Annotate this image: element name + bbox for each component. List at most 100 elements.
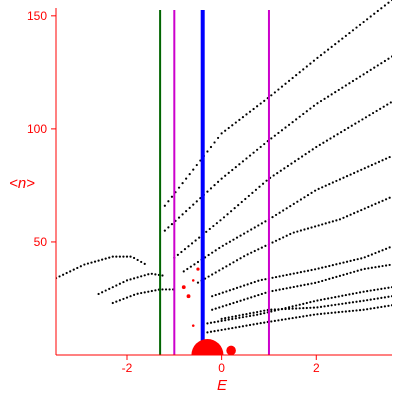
- data-point: [270, 310, 273, 313]
- y-tick-label: 100: [27, 122, 47, 136]
- data-point: [257, 224, 260, 227]
- data-point: [147, 290, 150, 293]
- data-point: [388, 263, 391, 267]
- data-point: [324, 222, 327, 225]
- data-point: [280, 308, 284, 311]
- data-point: [220, 317, 223, 320]
- data-point: [245, 113, 248, 116]
- data-point: [311, 148, 314, 151]
- data-point: [241, 316, 245, 319]
- data-point: [377, 250, 381, 253]
- data-point: [221, 291, 224, 294]
- data-point: [381, 159, 384, 162]
- data-point: [321, 279, 324, 283]
- data-point: [118, 255, 121, 258]
- data-point: [291, 316, 294, 320]
- data-point: [247, 194, 250, 198]
- data-point: [118, 282, 121, 285]
- data-point: [358, 23, 362, 26]
- data-point: [58, 275, 61, 278]
- data-point: [260, 278, 263, 282]
- data-point: [237, 203, 240, 207]
- data-point: [291, 305, 294, 308]
- data-point: [373, 12, 376, 15]
- data-point: [315, 145, 318, 149]
- data-point: [312, 300, 316, 303]
- data-point: [252, 311, 255, 314]
- data-point: [163, 229, 166, 232]
- data-point: [104, 289, 107, 292]
- data-point: [360, 208, 363, 212]
- data-point: [224, 129, 227, 132]
- data-point: [254, 188, 258, 191]
- data-point: [168, 288, 171, 291]
- data-point: [274, 289, 278, 292]
- data-point: [233, 207, 236, 210]
- data-point: [341, 86, 344, 89]
- data-point: [390, 55, 392, 58]
- data-point: [353, 270, 356, 273]
- data-point: [195, 200, 198, 203]
- data-point: [93, 260, 97, 263]
- data-point: [363, 267, 366, 270]
- data-point: [218, 306, 221, 309]
- data-point: [248, 314, 252, 318]
- data-point: [323, 97, 326, 100]
- data-point: [190, 242, 194, 245]
- data-point: [129, 295, 132, 298]
- data-point: [327, 95, 330, 98]
- data-point: [289, 286, 292, 289]
- data-point: [299, 198, 302, 201]
- black-series: [56, 0, 392, 334]
- data-point: [238, 118, 241, 121]
- data-point: [273, 308, 276, 311]
- data-point: [371, 111, 375, 115]
- data-point: [295, 304, 298, 307]
- data-point: [384, 198, 388, 201]
- data-point: [241, 160, 245, 163]
- data-point: [282, 209, 285, 212]
- data-point: [292, 285, 295, 289]
- data-point: [122, 255, 125, 258]
- data-point: [316, 313, 319, 316]
- data-point: [319, 99, 323, 103]
- data-point: [370, 163, 373, 167]
- data-point: [383, 296, 386, 299]
- data-point: [243, 298, 246, 301]
- data-point: [270, 137, 273, 140]
- data-point: [192, 168, 195, 171]
- data-point: [271, 289, 274, 293]
- data-point: [342, 261, 345, 264]
- data-point: [305, 110, 308, 113]
- data-point: [356, 170, 359, 173]
- data-point: [238, 163, 241, 166]
- data-point: [366, 308, 369, 311]
- data-point: [361, 118, 364, 121]
- data-point: [256, 322, 259, 325]
- data-point: [231, 168, 234, 172]
- data-point: [277, 319, 280, 322]
- data-point: [271, 276, 274, 279]
- data-point: [231, 315, 234, 318]
- data-point: [374, 162, 377, 165]
- data-point: [214, 307, 217, 310]
- data-point: [363, 207, 366, 210]
- data-point: [323, 312, 326, 315]
- data-point: [224, 328, 227, 331]
- data-point: [360, 257, 363, 260]
- data-point: [206, 190, 209, 193]
- data-point: [370, 253, 373, 256]
- data-point: [382, 105, 385, 108]
- data-point: [216, 329, 220, 332]
- data-point: [188, 206, 191, 209]
- data-point: [388, 246, 391, 249]
- data-point: [263, 312, 266, 315]
- data-point: [243, 255, 246, 258]
- data-point: [176, 253, 179, 256]
- data-point: [164, 288, 168, 291]
- data-point: [227, 318, 230, 321]
- data-point: [344, 293, 347, 297]
- data-point: [253, 280, 256, 284]
- data-point: [306, 269, 310, 272]
- data-point: [367, 267, 370, 270]
